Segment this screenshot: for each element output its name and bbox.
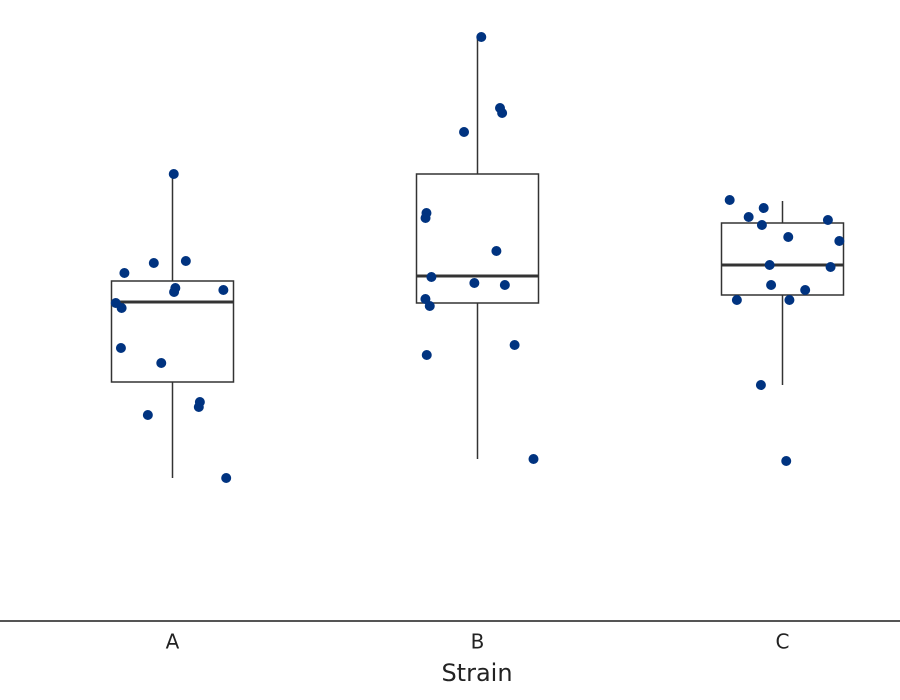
data-point bbox=[766, 280, 777, 290]
data-point bbox=[784, 295, 795, 305]
data-point bbox=[758, 203, 769, 213]
data-point bbox=[421, 350, 432, 360]
data-point bbox=[168, 169, 179, 179]
data-point bbox=[800, 285, 811, 295]
data-point bbox=[420, 213, 431, 223]
data-point bbox=[756, 220, 767, 230]
data-point bbox=[119, 268, 130, 278]
data-point bbox=[825, 262, 836, 272]
data-point bbox=[834, 236, 845, 246]
x-axis-label: Strain bbox=[441, 659, 512, 687]
box bbox=[415, 173, 540, 304]
data-point bbox=[218, 285, 229, 295]
data-point bbox=[724, 195, 735, 205]
data-point bbox=[491, 246, 502, 256]
data-point bbox=[731, 295, 742, 305]
x-tick-label: A bbox=[166, 630, 180, 654]
x-tick-label: B bbox=[471, 630, 485, 654]
data-point bbox=[476, 32, 487, 42]
data-point bbox=[822, 215, 833, 225]
data-point bbox=[459, 127, 470, 137]
data-point bbox=[193, 402, 204, 412]
data-point bbox=[499, 280, 510, 290]
data-point bbox=[156, 358, 167, 368]
data-point bbox=[528, 454, 539, 464]
data-point bbox=[509, 340, 520, 350]
data-point bbox=[142, 410, 153, 420]
data-point bbox=[115, 343, 126, 353]
data-point bbox=[221, 473, 232, 483]
data-point bbox=[764, 260, 775, 270]
box bbox=[720, 222, 845, 296]
data-point bbox=[469, 278, 480, 288]
data-point bbox=[743, 212, 754, 222]
data-point bbox=[783, 232, 794, 242]
box bbox=[110, 280, 235, 383]
data-point bbox=[781, 456, 792, 466]
x-tick-label: C bbox=[776, 630, 790, 654]
data-point bbox=[755, 380, 766, 390]
data-point bbox=[180, 256, 191, 266]
data-point bbox=[148, 258, 159, 268]
data-point bbox=[424, 301, 435, 311]
data-point bbox=[169, 287, 180, 297]
data-point bbox=[116, 303, 127, 313]
data-point bbox=[426, 272, 437, 282]
data-point bbox=[494, 103, 505, 113]
